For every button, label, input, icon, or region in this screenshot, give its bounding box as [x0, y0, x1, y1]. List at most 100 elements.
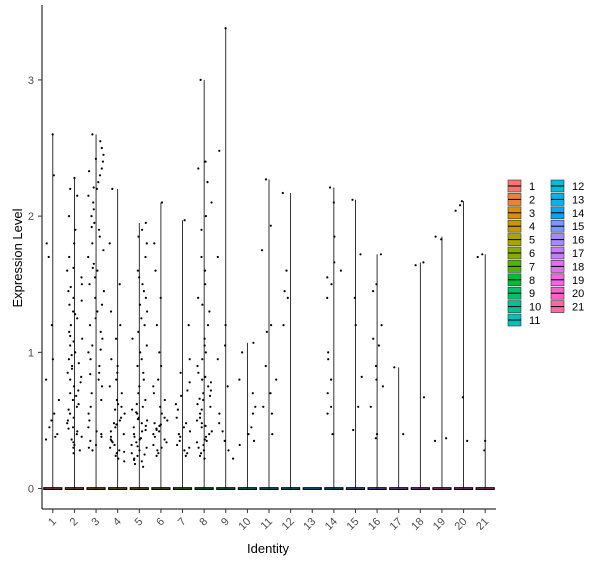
point-6-13 — [166, 419, 169, 422]
point-6-23 — [160, 446, 163, 449]
point-17-1 — [402, 433, 405, 436]
point-7-5 — [186, 389, 189, 392]
point-8-2 — [197, 167, 200, 170]
point-2-57 — [67, 427, 70, 430]
legend-item-19: 19 — [550, 273, 584, 287]
point-3-51 — [94, 157, 97, 160]
point-9-0 — [224, 27, 227, 30]
x-tick-label-6: 6 — [154, 516, 167, 529]
point-4-18 — [109, 430, 112, 433]
point-4-29 — [123, 460, 126, 463]
point-3-50 — [91, 449, 94, 452]
point-8-10 — [197, 296, 200, 299]
point-6-20 — [163, 438, 166, 441]
point-1-8 — [53, 412, 56, 415]
point-3-44 — [95, 430, 98, 433]
point-9-9 — [221, 430, 224, 433]
point-4-15 — [118, 419, 121, 422]
point-7-8 — [176, 408, 179, 411]
point-6-17 — [158, 430, 161, 433]
x-tick-label-9: 9 — [219, 516, 232, 529]
point-21-2 — [484, 439, 487, 442]
point-11-10 — [271, 433, 274, 436]
point-5-53 — [136, 418, 140, 421]
legend-label-5: 5 — [529, 235, 535, 247]
point-2-18 — [68, 330, 71, 333]
point-8-9 — [204, 283, 207, 286]
point-3-40 — [89, 405, 92, 408]
point-2-48 — [72, 441, 75, 444]
point-3-31 — [91, 344, 94, 347]
point-8-6 — [200, 228, 203, 231]
point-2-3 — [67, 215, 71, 218]
y-tick-label-2: 2 — [28, 211, 34, 223]
point-3-18 — [87, 255, 90, 259]
point-2-36 — [77, 403, 80, 406]
point-8-42 — [202, 449, 205, 452]
point-2-1 — [69, 187, 72, 190]
y-axis: 0 1 2 3 — [28, 5, 43, 509]
point-14-6 — [330, 283, 333, 286]
point-7-16 — [176, 443, 179, 447]
x-tick-label-8: 8 — [197, 516, 210, 529]
legend-label-21: 21 — [572, 302, 584, 314]
point-14-7 — [326, 296, 329, 299]
point-20-1 — [459, 204, 462, 207]
point-7-15 — [178, 439, 181, 442]
point-4-10 — [115, 398, 118, 402]
point-4-11 — [120, 405, 123, 408]
point-14-8 — [327, 351, 330, 354]
point-5-21 — [142, 378, 145, 381]
point-3-14 — [97, 228, 101, 231]
point-3-3 — [102, 153, 105, 156]
point-11-7 — [269, 392, 272, 395]
point-20-2 — [454, 209, 457, 212]
jitter-points — [44, 27, 487, 468]
point-8-47 — [198, 397, 201, 400]
point-3-26 — [96, 310, 99, 313]
point-3-28 — [88, 324, 92, 327]
point-2-17 — [69, 324, 72, 327]
point-4-2 — [118, 283, 121, 286]
point-10-0 — [252, 341, 255, 344]
point-8-35 — [210, 430, 213, 433]
point-15-4 — [360, 375, 363, 378]
point-7-14 — [179, 435, 182, 438]
point-3-27 — [94, 317, 97, 320]
point-8-46 — [204, 375, 207, 378]
point-3-38 — [90, 392, 93, 395]
point-3-20 — [96, 269, 99, 272]
point-3-52 — [88, 170, 91, 173]
point-4-17 — [114, 426, 117, 429]
point-16-4 — [372, 337, 375, 340]
legend-label-11: 11 — [529, 315, 540, 327]
point-5-22 — [138, 385, 141, 388]
legend-item-10: 10 — [507, 300, 541, 314]
legend-item-5: 5 — [507, 233, 535, 247]
point-1-4 — [50, 324, 54, 327]
point-8-17 — [201, 358, 204, 361]
point-8-8 — [203, 269, 207, 272]
point-3-47 — [89, 439, 92, 442]
point-21-0 — [481, 253, 484, 256]
point-3-19 — [92, 262, 95, 265]
point-2-30 — [69, 378, 72, 381]
point-4-3 — [109, 310, 113, 313]
point-4-6 — [116, 371, 119, 374]
point-6-27 — [163, 416, 166, 419]
point-2-8 — [80, 276, 83, 279]
point-2-13 — [68, 303, 71, 306]
x-tick-label-21: 21 — [474, 516, 491, 533]
legend-label-10: 10 — [529, 302, 541, 314]
point-8-31 — [198, 416, 202, 419]
point-5-5 — [136, 269, 139, 272]
point-3-22 — [88, 283, 91, 286]
point-8-14 — [203, 337, 206, 340]
point-8-11 — [201, 303, 204, 306]
point-8-5 — [204, 215, 207, 218]
point-5-15 — [131, 337, 134, 340]
legend-label-6: 6 — [529, 248, 535, 260]
point-9-3 — [224, 324, 227, 327]
point-8-37 — [204, 435, 208, 438]
point-12-1 — [285, 269, 288, 272]
